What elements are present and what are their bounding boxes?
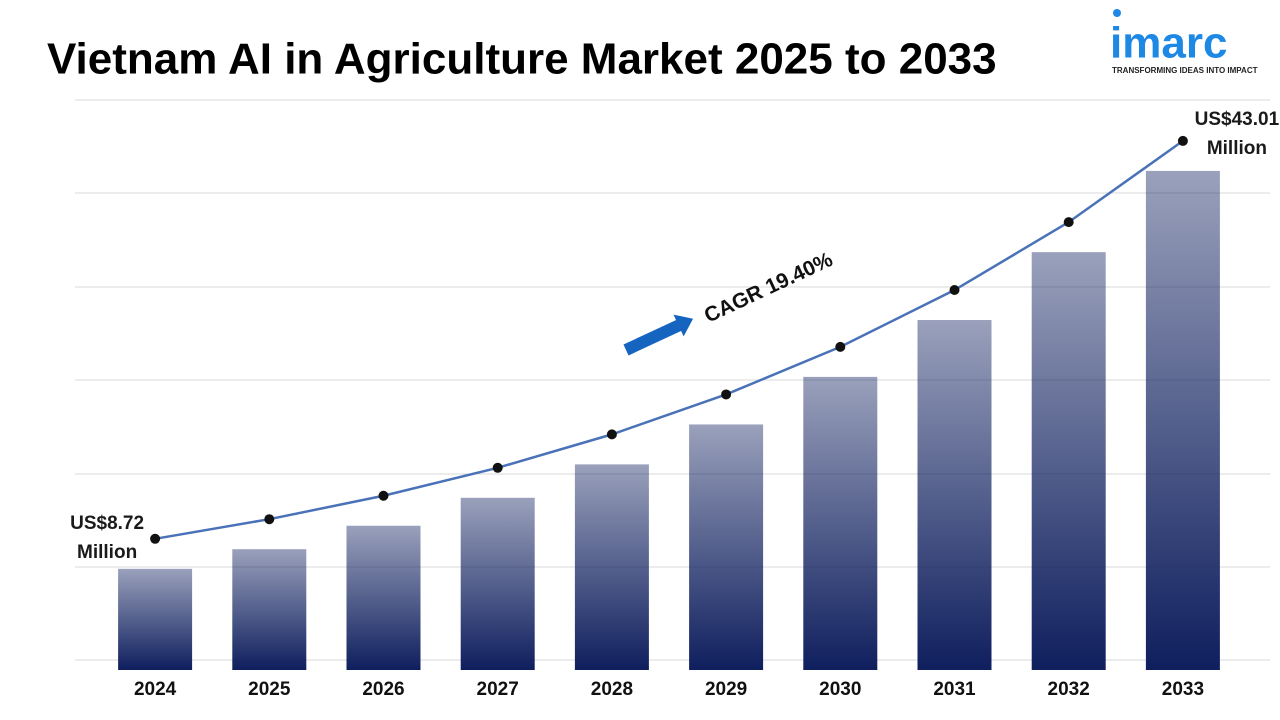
x-tick-label: 2026 [362, 679, 404, 700]
x-tick-label: 2032 [1048, 679, 1090, 700]
bar [1031, 252, 1106, 670]
logo-tagline: TRANSFORMING IDEAS INTO IMPACT [1112, 66, 1258, 75]
x-tick-label: 2030 [819, 679, 861, 700]
chart-title: Vietnam AI in Agriculture Market 2025 to… [47, 35, 997, 84]
trend-point [1063, 217, 1074, 228]
logo-dot [1113, 9, 1121, 17]
bar [346, 525, 421, 670]
bar [460, 497, 535, 670]
x-tick-label: 2031 [933, 679, 976, 700]
trend-point [150, 533, 161, 544]
trend-point [1177, 135, 1188, 146]
cagr-label: CAGR 19.40% [701, 248, 837, 328]
x-tick-label: 2024 [134, 679, 177, 700]
trend-point [949, 285, 960, 296]
x-tick-label: 2028 [591, 679, 633, 700]
bar [917, 320, 992, 670]
bar [118, 568, 193, 670]
trend-point [606, 429, 617, 440]
trend-point [264, 514, 275, 525]
x-tick-label: 2029 [705, 679, 747, 700]
bar [803, 376, 878, 670]
x-tick-label: 2025 [248, 679, 291, 700]
logo: imarc [1110, 19, 1227, 68]
trend-point [492, 462, 503, 473]
trend-line [154, 139, 1184, 541]
trend-point [835, 341, 846, 352]
bar [232, 549, 307, 670]
trend-point [721, 389, 732, 400]
bar [1145, 170, 1220, 670]
trend-point [378, 490, 389, 501]
value-label: US$43.01 Million [1194, 108, 1280, 159]
x-tick-label: 2027 [477, 679, 519, 700]
bar [574, 464, 649, 670]
x-tick-label: 2033 [1162, 679, 1204, 700]
value-label: US$8.72 Million [70, 512, 145, 563]
cagr-arrow [623, 314, 694, 356]
bar [689, 424, 764, 670]
